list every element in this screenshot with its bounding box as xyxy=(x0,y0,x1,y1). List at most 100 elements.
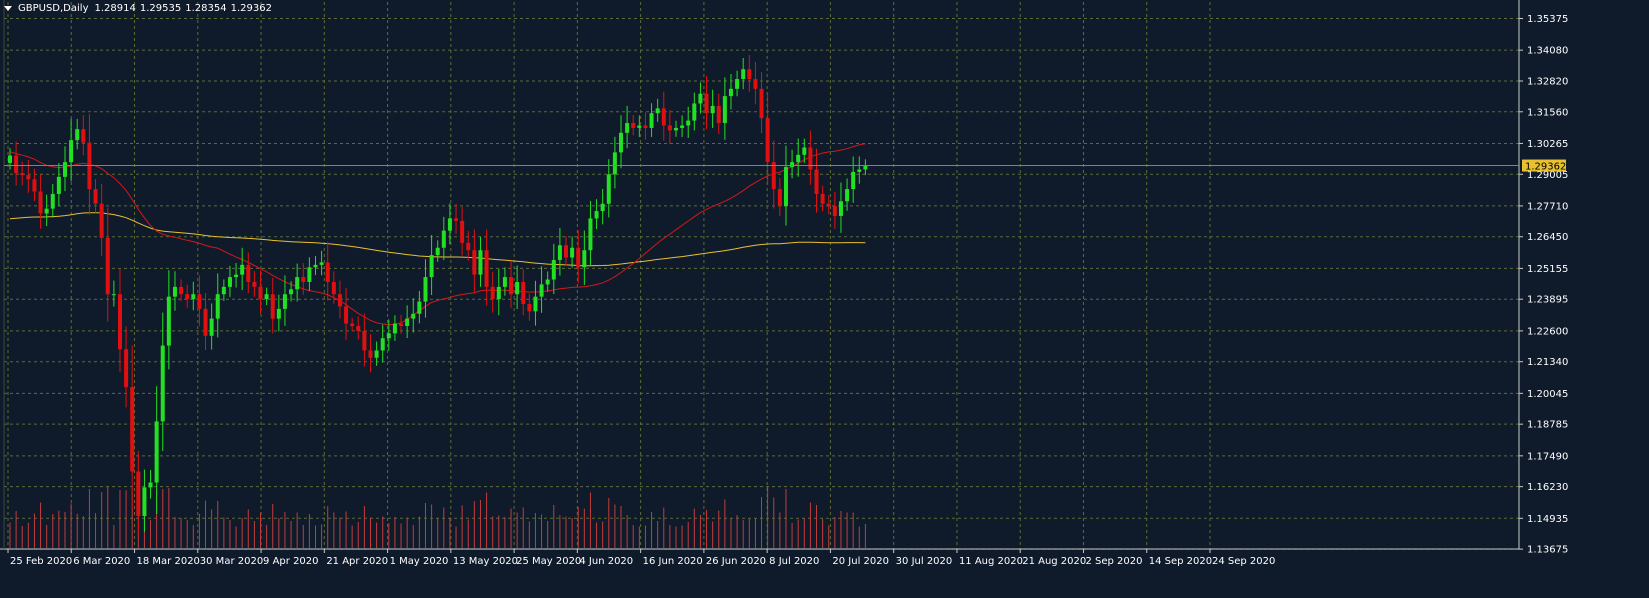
time-tick-label: 30 Jul 2020 xyxy=(896,556,953,567)
candle-bear xyxy=(765,118,770,163)
candle-bull xyxy=(673,127,678,131)
candle-bull xyxy=(600,203,605,212)
candle-bear xyxy=(179,286,184,295)
candle-bull xyxy=(111,294,116,296)
time-tick-label: 13 May 2020 xyxy=(453,556,518,567)
time-tick-label: 2 Sep 2020 xyxy=(1085,556,1142,567)
candle-bull xyxy=(429,255,434,278)
candle-bull xyxy=(625,123,630,133)
price-tick-label: 1.29005 xyxy=(1527,170,1568,181)
candle-bull xyxy=(221,286,226,295)
candle-bear xyxy=(362,330,367,351)
candle-bull xyxy=(417,301,422,314)
candle-bull xyxy=(447,218,452,231)
candle-bull xyxy=(276,308,281,319)
candle-bull xyxy=(496,286,501,300)
candle-bear xyxy=(399,323,404,326)
candle-bear xyxy=(466,242,471,251)
price-tick-label: 1.35375 xyxy=(1527,14,1568,25)
candle-bear xyxy=(117,294,122,350)
time-tick-label: 6 Mar 2020 xyxy=(73,556,130,567)
price-tick-label: 1.25155 xyxy=(1527,264,1568,275)
candle-bull xyxy=(8,155,12,163)
candle-bear xyxy=(185,294,190,300)
candle-bull xyxy=(215,294,220,319)
candle-bear xyxy=(472,250,477,275)
candle-bear xyxy=(759,88,764,119)
candle-bull xyxy=(289,289,294,295)
candle-bull xyxy=(166,296,171,346)
candle-bear xyxy=(325,262,330,282)
candle-bull xyxy=(539,284,544,297)
ma-fast-line xyxy=(9,143,866,326)
time-tick-label: 11 Aug 2020 xyxy=(959,556,1023,567)
candle-bull xyxy=(735,79,740,89)
candle-bull xyxy=(264,294,269,300)
candle-bull xyxy=(582,250,587,268)
price-tick-label: 1.18785 xyxy=(1527,420,1568,431)
candle-bear xyxy=(368,350,373,358)
candle-bear xyxy=(527,303,532,312)
candle-bear xyxy=(14,155,19,174)
candle-bull xyxy=(62,162,67,177)
candle-bull xyxy=(56,176,61,194)
candle-bull xyxy=(680,125,685,128)
candle-bull xyxy=(240,264,245,275)
ohlc-low: 1.28354 xyxy=(185,2,227,14)
menu-triangle-icon[interactable] xyxy=(4,5,12,11)
candle-bear xyxy=(490,286,495,300)
candle-bull xyxy=(851,171,856,190)
candle-bear xyxy=(771,162,776,190)
candle-bull xyxy=(545,279,550,285)
candle-bull xyxy=(234,274,239,278)
candle-bull xyxy=(588,218,593,251)
candle-bull xyxy=(722,96,727,124)
candle-bull xyxy=(698,93,703,104)
candle-bear xyxy=(350,323,355,326)
candle-bear xyxy=(753,79,758,89)
candle-bull xyxy=(863,165,868,170)
candle-bull xyxy=(478,250,483,275)
candle-bull xyxy=(838,201,843,216)
candle-bear xyxy=(203,308,208,336)
candle-bear xyxy=(832,206,837,216)
candle-bull xyxy=(160,345,165,422)
price-tick-label: 1.27710 xyxy=(1527,201,1568,212)
time-tick-label: 14 Sep 2020 xyxy=(1149,556,1212,567)
price-tick-label: 1.31560 xyxy=(1527,107,1568,118)
candle-bull xyxy=(172,286,177,297)
candle-bull xyxy=(44,208,49,214)
candle-bull xyxy=(655,108,660,114)
candle-bear xyxy=(32,179,37,192)
time-tick-label: 1 May 2020 xyxy=(390,556,449,567)
candle-bull xyxy=(845,189,850,202)
candle-bull xyxy=(423,277,428,302)
time-tick-label: 24 Sep 2020 xyxy=(1212,556,1275,567)
time-tick-label: 9 Apr 2020 xyxy=(263,556,318,567)
candle-bull xyxy=(796,154,801,163)
candle-bear xyxy=(808,147,813,170)
candle-bull xyxy=(502,277,507,287)
candle-bull xyxy=(594,211,599,219)
candle-bull xyxy=(557,245,562,260)
time-tick-label: 20 Jul 2020 xyxy=(832,556,889,567)
ohlc-high: 1.29535 xyxy=(139,2,182,14)
candle-bear xyxy=(258,286,263,300)
candle-bear xyxy=(826,203,831,207)
price-tick-label: 1.22600 xyxy=(1527,326,1568,337)
candle-bull xyxy=(515,281,520,295)
candle-bull xyxy=(319,262,324,265)
candle-bull xyxy=(802,147,807,155)
time-tick-label: 25 Feb 2020 xyxy=(10,556,72,567)
candle-bull xyxy=(637,125,642,128)
candle-bear xyxy=(331,281,336,295)
candle-bear xyxy=(484,250,489,287)
price-tick-label: 1.17490 xyxy=(1527,451,1568,462)
time-tick-label: 21 Aug 2020 xyxy=(1022,556,1086,567)
candle-bear xyxy=(576,247,581,268)
candle-bear xyxy=(99,203,104,238)
candle-bear xyxy=(454,218,459,221)
candle-bull xyxy=(191,294,196,300)
chart-header: GBPUSD,Daily 1.28914 1.29535 1.28354 1.2… xyxy=(4,1,276,15)
candle-bull xyxy=(649,113,654,128)
